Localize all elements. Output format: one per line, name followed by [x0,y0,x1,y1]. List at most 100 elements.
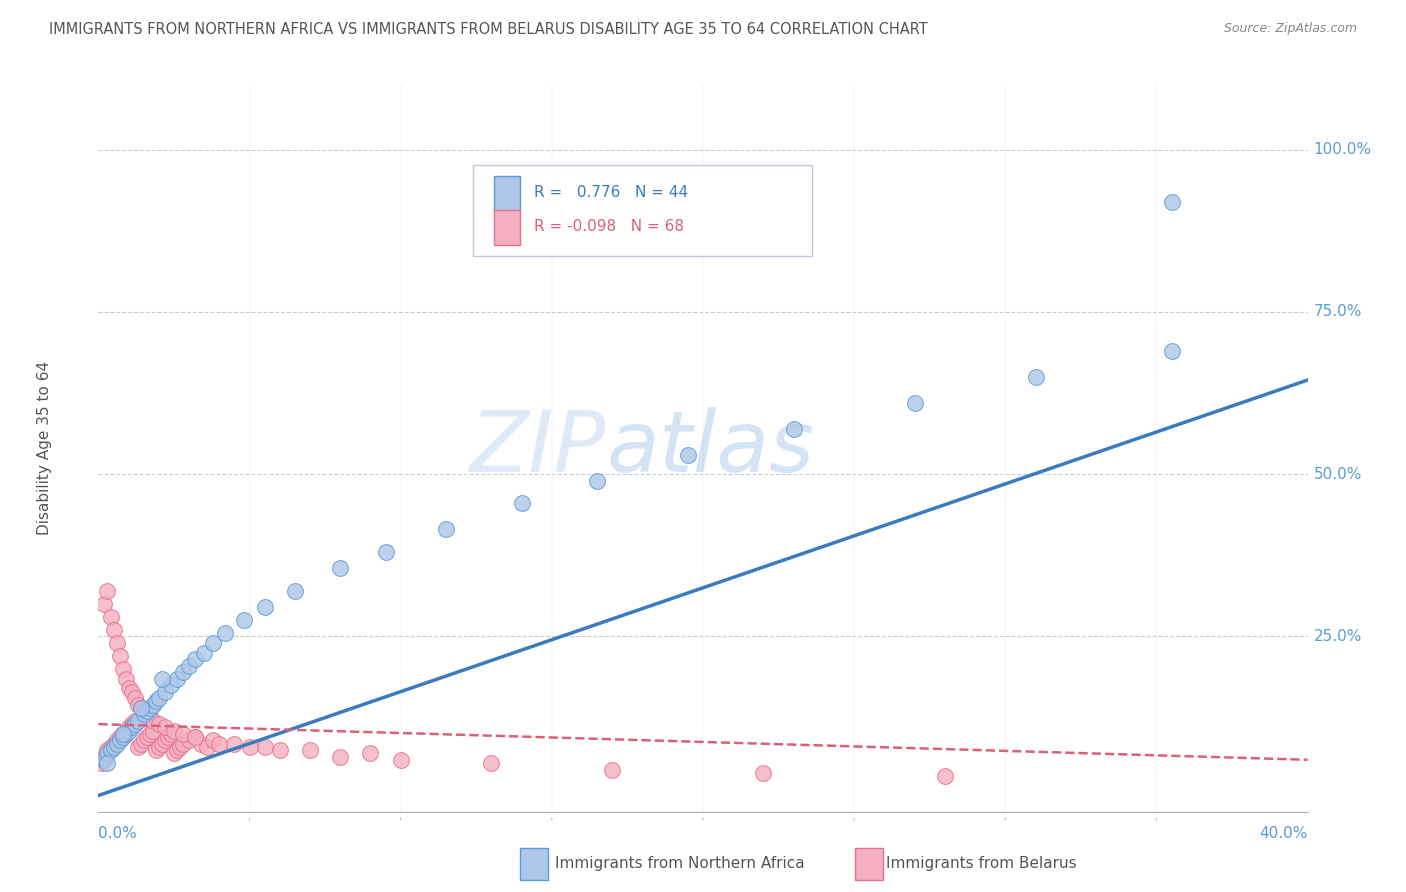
Point [190,737,212,751]
Point [510,496,533,510]
Point [163,747,186,761]
Point [169,739,191,754]
Point [127,739,149,754]
Point [124,691,146,706]
Point [100,610,122,624]
Point [202,733,225,747]
Point [124,717,146,731]
Point [148,717,170,731]
Point [108,730,131,744]
Point [253,600,276,615]
Point [163,723,186,738]
Point [132,707,155,722]
Point [150,672,173,686]
Text: Immigrants from Northern Africa: Immigrants from Northern Africa [555,856,806,871]
Point [135,704,157,718]
Point [284,584,307,599]
Point [127,698,149,712]
Point [103,737,125,751]
Point [145,743,167,757]
Point [127,714,149,728]
Point [93,749,115,764]
Point [118,720,141,734]
Text: R = -0.098   N = 68: R = -0.098 N = 68 [534,219,683,234]
Point [214,626,236,640]
Point [105,733,128,747]
Point [172,737,194,751]
Point [114,727,136,741]
Point [148,691,170,706]
Point [142,723,165,738]
Point [118,723,141,738]
Point [166,743,188,757]
Text: 40.0%: 40.0% [1260,826,1308,841]
Point [135,707,157,722]
Point [160,727,183,741]
Point [121,717,143,731]
Point [184,730,207,744]
Point [208,737,231,751]
Point [111,727,134,741]
Text: IMMIGRANTS FROM NORTHERN AFRICA VS IMMIGRANTS FROM BELARUS DISABILITY AGE 35 TO : IMMIGRANTS FROM NORTHERN AFRICA VS IMMIG… [49,22,928,37]
Text: 25.0%: 25.0% [1313,629,1362,644]
FancyBboxPatch shape [494,210,520,244]
Point [90,756,112,770]
Point [224,737,246,751]
Point [160,678,183,692]
Point [156,730,179,744]
Point [93,753,115,767]
Point [135,730,157,744]
Point [132,733,155,747]
FancyBboxPatch shape [494,176,520,211]
Point [329,749,352,764]
Point [142,698,165,712]
Point [129,737,152,751]
Point [1160,194,1182,209]
Point [783,422,806,436]
Point [481,756,503,770]
Text: 75.0%: 75.0% [1313,304,1362,319]
Point [121,720,143,734]
Point [114,672,136,686]
Text: Immigrants from Belarus: Immigrants from Belarus [886,856,1077,871]
Point [904,396,927,410]
Point [132,704,155,718]
Point [96,743,118,757]
Point [96,584,118,599]
Point [108,648,131,663]
Point [172,727,194,741]
Text: ZIP: ZIP [470,407,606,490]
Point [114,723,136,738]
Text: 0.0%: 0.0% [98,826,138,841]
Point [139,710,162,724]
Point [105,636,128,650]
Point [96,756,118,770]
Point [96,747,118,761]
FancyBboxPatch shape [474,165,811,256]
Point [195,739,218,754]
Text: atlas: atlas [606,407,814,490]
Point [329,561,352,575]
Point [129,701,152,715]
Text: R =   0.776   N = 44: R = 0.776 N = 44 [534,185,688,200]
Point [100,743,122,757]
Text: Disability Age 35 to 64: Disability Age 35 to 64 [38,361,52,535]
Point [752,765,775,780]
Point [184,730,207,744]
Point [299,743,322,757]
Point [239,739,262,754]
Point [193,646,215,660]
Point [103,623,125,637]
Point [434,522,457,536]
Point [139,701,162,715]
Point [602,763,624,777]
Point [202,636,225,650]
Point [232,613,254,627]
Point [111,730,134,744]
Point [934,769,956,783]
Text: Source: ZipAtlas.com: Source: ZipAtlas.com [1223,22,1357,36]
Point [179,658,201,673]
Point [142,714,165,728]
Point [374,545,396,559]
Point [118,681,141,696]
